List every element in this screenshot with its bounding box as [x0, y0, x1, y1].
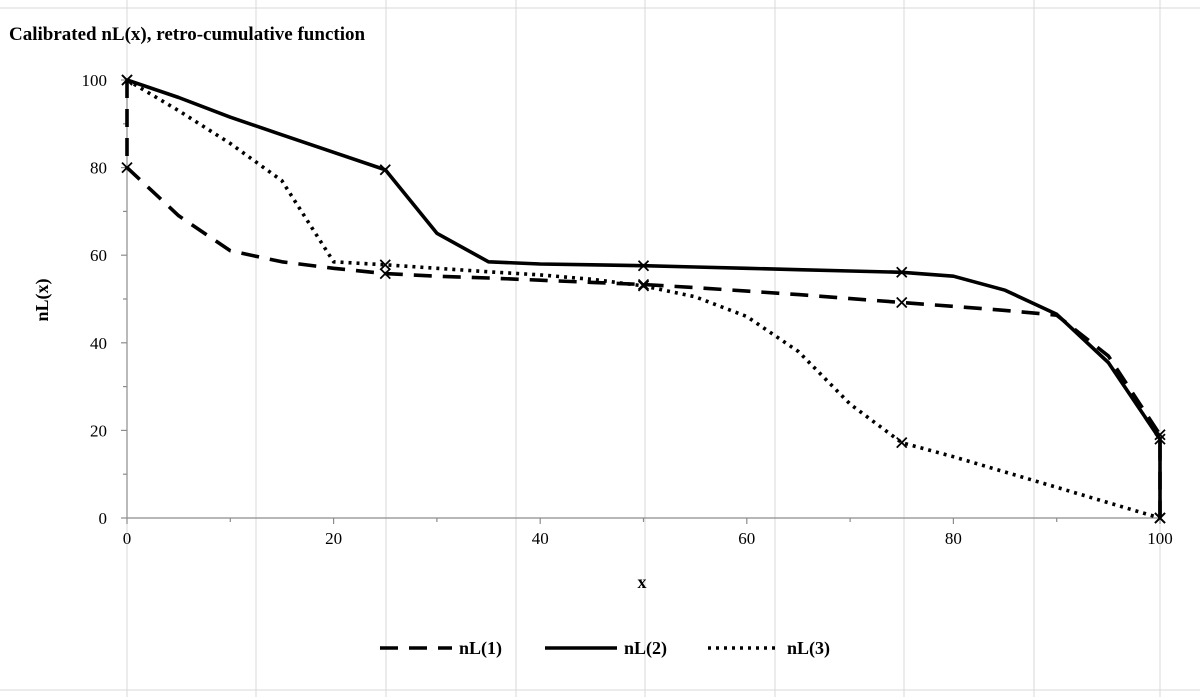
y-tick-label: 60 [90, 246, 107, 265]
legend-label-2: nL(2) [624, 638, 667, 659]
y-axis-title: nL(x) [32, 278, 53, 321]
series-2-marker [379, 164, 391, 176]
series-2-marker [896, 266, 908, 278]
x-tick-label: 100 [1147, 529, 1173, 548]
series-1-marker [379, 267, 391, 280]
x-tick-label: 80 [945, 529, 962, 548]
y-tick-label: 0 [99, 509, 108, 528]
series-3-marker [637, 280, 650, 292]
series-1-marker [121, 161, 133, 174]
legend: nL(1) nL(2) nL(3) [380, 638, 830, 659]
x-tick-label: 60 [738, 529, 755, 548]
series-2-marker [1154, 433, 1166, 445]
series-line-1 [125, 80, 1162, 518]
y-tick-label: 20 [90, 421, 107, 440]
series-line-3 [126, 78, 1161, 520]
series-1-marker [1154, 429, 1166, 441]
legend-label-1: nL(1) [459, 638, 502, 659]
y-tick-label: 80 [90, 159, 107, 178]
series-3-marker [121, 74, 133, 86]
x-tick-label: 40 [532, 529, 549, 548]
axis-ticks: 0 20 40 60 80 100 0 20 40 60 80 100 [82, 71, 1173, 548]
legend-label-3: nL(3) [787, 638, 830, 659]
markers-group [121, 74, 1166, 524]
x-tick-label: 20 [325, 529, 342, 548]
series-3-marker [379, 259, 391, 271]
series-group [125, 78, 1162, 520]
series-2-marker [637, 260, 650, 272]
series-3-marker [896, 437, 908, 449]
series-1-marker [637, 278, 650, 291]
x-axis-title: x [638, 572, 647, 592]
x-tick-label: 0 [123, 529, 132, 548]
series-1-marker [896, 296, 908, 309]
series-line-2 [126, 78, 1162, 518]
y-tick-label: 40 [90, 334, 107, 353]
series-3-marker [1154, 512, 1166, 524]
y-tick-label: 100 [82, 71, 108, 90]
chart-title: Calibrated nL(x), retro-cumulative funct… [9, 24, 365, 45]
